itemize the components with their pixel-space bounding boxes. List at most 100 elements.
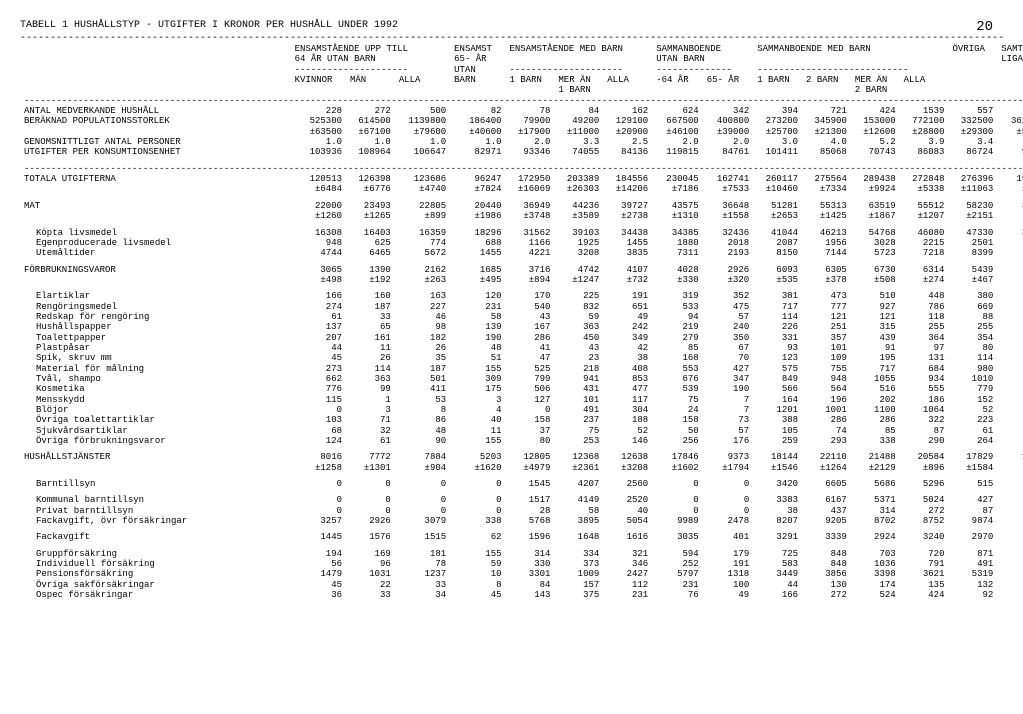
value-cell: 566 [753,384,802,394]
value-cell: ±16069 [506,184,555,194]
row-label: Utemåltider [20,248,291,258]
value-cell: 114 [948,353,997,363]
value-cell: 190 [703,384,754,394]
table-row: MAT2200023493228052044036949442363972743… [20,201,1023,211]
value-cell: 941 [554,374,603,384]
value-cell: 330 [506,559,555,569]
value-cell: 179 [703,549,754,559]
value-cell: ±67100 [346,127,395,137]
value-cell: 18296 [450,228,505,238]
value-cell: 354 [948,333,997,343]
value-cell: 56 [291,559,346,569]
value-cell: 4149 [554,495,603,505]
value-cell: 101 [802,343,851,353]
cell [20,65,291,75]
value-cell: 342 [703,106,754,116]
value-cell: 1055 [851,374,900,384]
row-label: Individuell försäkring [20,559,291,569]
value-cell: 40 [450,415,505,425]
value-cell: 61 [346,436,395,446]
table-row: FÖRBRUKNINGSVAROR30651390216216853716474… [20,265,1023,275]
table-row: Mensskydd1151533127101117757164196202186… [20,395,1023,405]
value-cell: 59 [554,312,603,322]
value-cell: 57 [997,426,1023,436]
div: --------------------- [506,65,653,75]
value-cell: 1517 [506,495,555,505]
value-cell: 848 [802,559,851,569]
value-cell: 68 [291,426,346,436]
value-cell: 553 [652,364,703,374]
value-cell: 8207 [753,516,802,526]
value-cell: 94 [652,312,703,322]
value-cell: 22000 [291,201,346,211]
cell [948,65,997,75]
value-cell: 203389 [554,174,603,184]
value-cell: 1616 [603,532,652,542]
value-cell: 32 [346,426,395,436]
value-cell: 166 [753,590,802,600]
value-cell: 91 [851,343,900,353]
value-cell: ±4740 [395,184,450,194]
value-cell: 188 [603,415,652,425]
value-cell: 475 [703,302,754,312]
value-cell: ±55300 [997,127,1023,137]
value-cell: 10 [450,569,505,579]
value-cell: ±1260 [291,211,346,221]
value-cell: 160 [346,291,395,301]
table-row: Övriga sakförsäkringar452233884157112231… [20,580,1023,590]
value-cell: 448 [900,291,949,301]
value-cell: 121 [851,312,900,322]
value-cell: 424 [851,106,900,116]
value-cell: 555 [900,384,949,394]
value-cell: 71 [346,415,395,425]
value-cell: 614500 [346,116,395,126]
value-cell: 293 [802,436,851,446]
value-cell: ±1584 [948,463,997,473]
value-cell: 1.0 [450,137,505,147]
value-cell: 777 [802,302,851,312]
value-cell: 22805 [395,201,450,211]
value-cell: 96 [346,559,395,569]
value-cell: 7 [703,405,754,415]
value-cell: 2101 [997,532,1023,542]
row-label: Ospec försäkringar [20,590,291,600]
value-cell: 22 [346,580,395,590]
value-cell: 38843 [997,201,1023,211]
value-cell: 0 [450,495,505,505]
cell [997,75,1023,85]
value-cell: 153000 [851,116,900,126]
value-cell: 172950 [506,174,555,184]
row-label: Kosmetika [20,384,291,394]
row-label: Plastpåsar [20,343,291,353]
value-cell: ±39000 [703,127,754,137]
value-cell: 184556 [603,174,652,184]
value-cell: 2501 [948,238,997,248]
value-cell: 101 [997,590,1023,600]
value-cell: 557 [948,106,997,116]
value-cell: 57 [703,426,754,436]
value-cell: 167 [506,322,555,332]
value-cell: 57 [703,312,754,322]
value-cell: 539 [652,384,703,394]
value-cell: 237 [554,415,603,425]
value-cell: 314 [851,506,900,516]
row-label: Fackavgift [20,532,291,542]
hdr: 65- ÅR [703,75,754,85]
page-number: 20 [976,20,993,35]
value-cell: 309 [450,374,505,384]
value-cell: ±79600 [395,127,450,137]
value-cell: 8399 [948,248,997,258]
value-cell: 5024 [900,495,949,505]
value-cell: 79900 [506,116,555,126]
value-cell: 0 [346,506,395,516]
value-cell: 0 [506,405,555,415]
value-cell: 52 [603,426,652,436]
value-cell: ±7186 [652,184,703,194]
value-cell: ±6484 [291,184,346,194]
value-cell: 625 [346,238,395,248]
row-label [20,275,291,285]
value-cell: 364 [900,333,949,343]
value-cell: 292 [997,291,1023,301]
hdr: 1 BARN [506,75,555,85]
value-cell: 275564 [802,174,851,184]
